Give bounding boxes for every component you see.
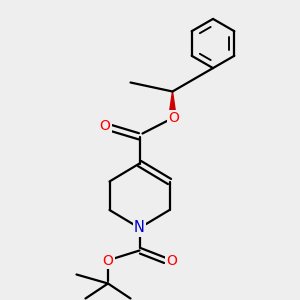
Text: O: O xyxy=(103,254,113,268)
Text: O: O xyxy=(100,119,110,133)
Text: O: O xyxy=(167,254,177,268)
Text: O: O xyxy=(169,112,179,125)
Text: N: N xyxy=(134,220,145,236)
Polygon shape xyxy=(169,92,176,118)
